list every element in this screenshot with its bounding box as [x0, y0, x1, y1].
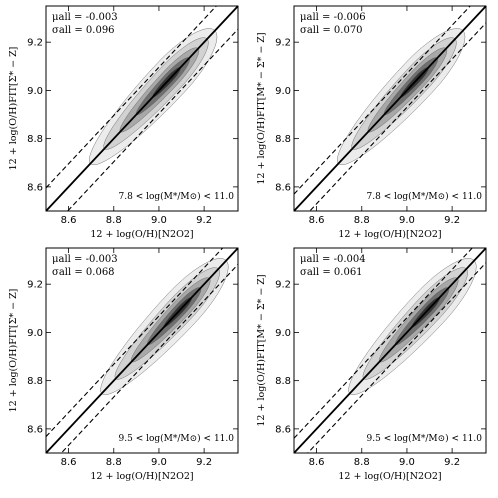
x-tick-label: 9.0 — [399, 215, 415, 226]
y-tick-label: 9.2 — [275, 38, 291, 49]
y-tick-label: 9.2 — [275, 280, 291, 291]
mu-all-label: μall = -0.006 — [300, 12, 366, 23]
x-tick-label: 9.2 — [444, 215, 460, 226]
y-axis-label: 12 + log(O/H)FIT[M* − Σ* − Z] — [256, 32, 267, 184]
axes-frame — [45, 5, 239, 212]
sigma-dashed-line-1 — [294, 6, 471, 195]
plot-area — [46, 6, 238, 211]
mass-range-label: 7.8 < log(M*/M⊙) < 11.0 — [119, 191, 235, 202]
sigma-all-label: σall = 0.061 — [300, 267, 363, 278]
x-tick-label: 9.2 — [444, 457, 460, 468]
y-tick-label: 8.6 — [275, 182, 291, 193]
sigma-dashed-line-1 — [46, 6, 218, 189]
mass-range-label: 7.8 < log(M*/M⊙) < 11.0 — [367, 191, 483, 202]
x-tick-label: 8.8 — [354, 457, 370, 468]
one-to-one-line — [46, 6, 238, 211]
x-tick-label: 8.8 — [354, 215, 370, 226]
y-tick-label: 8.8 — [27, 134, 43, 145]
axes-frame — [293, 247, 487, 454]
y-axis-label: 12 + log(O/H)FIT[Σ* − Z] — [8, 47, 19, 171]
y-tick-label: 8.6 — [275, 424, 291, 435]
sigma-all-label: σall = 0.096 — [52, 25, 115, 36]
one-to-one-line — [294, 6, 486, 211]
y-tick-label: 8.6 — [27, 182, 43, 193]
sigma-all-label: σall = 0.068 — [52, 267, 115, 278]
x-axis-label: 12 + log(O/H)[N2O2] — [338, 471, 441, 482]
x-tick-label: 9.0 — [151, 457, 167, 468]
y-tick-label: 9.0 — [275, 86, 291, 97]
x-axis-label: 12 + log(O/H)[N2O2] — [338, 229, 441, 240]
x-tick-label: 8.6 — [309, 457, 325, 468]
mu-all-label: μall = -0.003 — [52, 12, 118, 23]
sigma-dashed-line-2 — [66, 28, 238, 211]
axes-frame — [45, 247, 239, 454]
mass-range-label: 9.5 < log(M*/M⊙) < 11.0 — [367, 433, 483, 444]
chart-panel-2: 8.6 8.8 9.0 9.28.68.89.09.212 + log(O/H)[N2… — [256, 5, 487, 240]
y-tick-label: 9.2 — [27, 38, 43, 49]
chart-panel-3: 8.6 8.8 9.0 9.28.68.89.09.212 + log(O/H)[N2… — [8, 247, 239, 482]
y-tick-label: 9.0 — [27, 86, 43, 97]
x-tick-label: 9.2 — [196, 457, 212, 468]
mass-range-label: 9.5 < log(M*/M⊙) < 11.0 — [119, 433, 235, 444]
plot-area — [46, 248, 238, 453]
sigma-dashed-line-2 — [307, 262, 486, 453]
y-tick-label: 8.8 — [275, 376, 291, 387]
y-tick-label: 9.0 — [27, 328, 43, 339]
sigma-dashed-line-1 — [46, 248, 224, 437]
axes-frame — [293, 5, 487, 212]
one-to-one-line — [46, 248, 238, 453]
x-tick-label: 8.8 — [106, 457, 122, 468]
x-axis-label: 12 + log(O/H)[N2O2] — [90, 471, 193, 482]
x-tick-label: 8.6 — [61, 215, 77, 226]
y-tick-label: 8.6 — [27, 424, 43, 435]
y-tick-label: 8.8 — [27, 376, 43, 387]
plot-area — [294, 6, 486, 211]
sigma-dashed-line-2 — [60, 264, 238, 453]
sigma-dashed-line-1 — [294, 248, 473, 439]
plot-area — [294, 248, 486, 453]
x-tick-label: 8.6 — [61, 457, 77, 468]
chart-panel-4: 8.6 8.8 9.0 9.28.68.89.09.212 + log(O/H)[N2… — [256, 247, 487, 482]
mu-all-label: μall = -0.004 — [300, 254, 366, 265]
x-tick-label: 9.0 — [399, 457, 415, 468]
y-axis-label: 12 + log(O/H)FIT[M* − Σ* − Z] — [256, 274, 267, 426]
x-tick-label: 9.2 — [196, 215, 212, 226]
x-axis-label: 12 + log(O/H)[N2O2] — [90, 229, 193, 240]
y-tick-label: 8.8 — [275, 134, 291, 145]
one-to-one-line — [294, 248, 486, 453]
mu-all-label: μall = -0.003 — [52, 254, 118, 265]
x-tick-label: 8.6 — [309, 215, 325, 226]
x-tick-label: 8.8 — [106, 215, 122, 226]
chart-panel-1: 8.6 8.8 9.0 9.28.68.89.09.212 + log(O/H)[N2… — [8, 5, 239, 240]
y-tick-label: 9.0 — [275, 328, 291, 339]
sigma-dashed-line-2 — [309, 22, 486, 211]
sigma-all-label: σall = 0.070 — [300, 25, 363, 36]
y-tick-label: 9.2 — [27, 280, 43, 291]
y-axis-label: 12 + log(O/H)FIT[Σ* − Z] — [8, 289, 19, 413]
x-tick-label: 9.0 — [151, 215, 167, 226]
